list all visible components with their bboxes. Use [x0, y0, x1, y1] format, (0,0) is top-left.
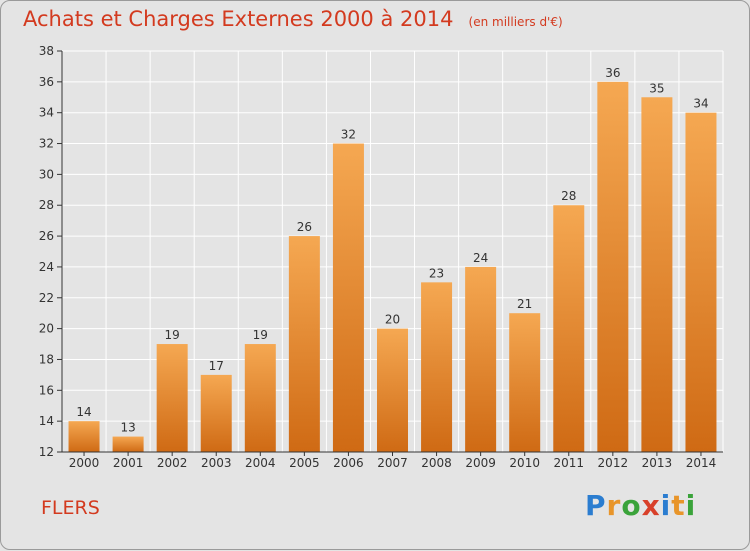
- bar-value-label: 19: [165, 328, 180, 342]
- bar-value-label: 21: [517, 297, 532, 311]
- x-tick-label: 2004: [245, 456, 276, 470]
- bar-value-label: 20: [385, 313, 400, 327]
- logo-letter: P: [585, 489, 607, 522]
- bar-value-label: 28: [561, 189, 576, 203]
- x-tick-label: 2013: [642, 456, 673, 470]
- y-tick-label: 38: [39, 44, 54, 58]
- bar-value-label: 35: [649, 81, 664, 95]
- bar-value-label: 19: [253, 328, 268, 342]
- bar-value-label: 14: [76, 405, 91, 419]
- y-tick-label: 16: [39, 383, 54, 397]
- logo-letter: r: [606, 489, 622, 522]
- bar-value-label: 34: [693, 97, 708, 111]
- x-tick-label: 2003: [201, 456, 232, 470]
- bar: [200, 374, 232, 452]
- bar: [597, 81, 629, 452]
- bar-value-label: 32: [341, 128, 356, 142]
- bars: [68, 81, 717, 453]
- bar: [68, 421, 100, 452]
- x-tick-label: 2006: [333, 456, 364, 470]
- y-tick-label: 20: [39, 322, 54, 336]
- x-tick-label: 2009: [465, 456, 496, 470]
- town-name: FLERS: [41, 497, 100, 519]
- bar-value-label: 23: [429, 266, 444, 280]
- axes: [57, 50, 723, 456]
- x-tick-label: 2010: [509, 456, 540, 470]
- bar-value-label: 17: [209, 359, 224, 373]
- y-tick-label: 22: [39, 291, 54, 305]
- x-tick-label: 2008: [421, 456, 452, 470]
- bar: [465, 266, 497, 452]
- x-tick-label: 2014: [686, 456, 717, 470]
- y-tick-label: 12: [39, 445, 54, 459]
- y-tick-label: 34: [39, 106, 54, 120]
- bar-value-label: 26: [297, 220, 312, 234]
- bar: [112, 436, 144, 452]
- chart-title-row: Achats et Charges Externes 2000 à 2014 (…: [23, 7, 563, 31]
- bar-value-label: 13: [120, 421, 135, 435]
- x-tick-label: 2012: [598, 456, 629, 470]
- x-tick-label: 2002: [157, 456, 188, 470]
- bar: [332, 143, 364, 453]
- logo-letter: i: [685, 489, 697, 522]
- chart-unit-note: (en milliers d'€): [468, 15, 563, 29]
- proxiti-logo: Proxiti: [585, 489, 696, 522]
- bar: [244, 344, 276, 452]
- bar-value-label: 36: [605, 66, 620, 80]
- y-tick-label: 30: [39, 167, 54, 181]
- bar: [156, 344, 188, 452]
- x-tick-label: 2007: [377, 456, 408, 470]
- x-tick-label: 2000: [69, 456, 100, 470]
- logo-letter: i: [660, 489, 672, 522]
- bar: [641, 97, 673, 453]
- y-tick-label: 24: [39, 260, 54, 274]
- chart-title: Achats et Charges Externes 2000 à 2014: [23, 7, 454, 31]
- y-tick-label: 14: [39, 414, 54, 428]
- y-tick-label: 28: [39, 198, 54, 212]
- logo-letter: x: [641, 489, 661, 522]
- y-tick-label: 36: [39, 75, 54, 89]
- x-tick-label: 2005: [289, 456, 320, 470]
- bar: [553, 205, 585, 452]
- bar: [288, 236, 320, 452]
- x-tick-label: 2011: [553, 456, 584, 470]
- logo-letter: o: [621, 489, 642, 522]
- logo-letter: t: [671, 489, 686, 522]
- y-tick-label: 32: [39, 137, 54, 151]
- bar: [377, 328, 408, 452]
- y-tick-label: 26: [39, 229, 54, 243]
- x-tick-label: 2001: [113, 456, 144, 470]
- bar: [421, 282, 453, 452]
- y-tick-label: 18: [39, 352, 54, 366]
- labels: 12 14 16 18 20 22 24 26 28 30 32 34 36 38 14 2000 13 2001…: [39, 44, 717, 470]
- bar: [685, 112, 717, 452]
- bar: [509, 313, 541, 452]
- bar-value-label: 24: [473, 251, 488, 265]
